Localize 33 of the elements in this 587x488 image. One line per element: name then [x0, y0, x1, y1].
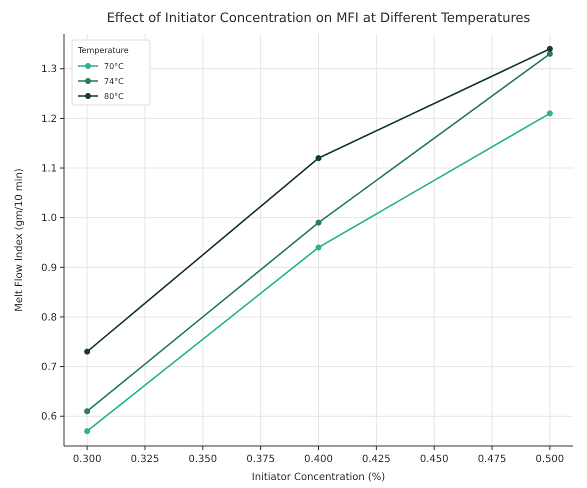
x-tick-label: 0.350: [188, 454, 218, 465]
point: [84, 348, 90, 355]
legend-label: 70°C: [104, 62, 124, 71]
y-tick-label: 0.8: [41, 312, 57, 324]
point: [316, 220, 322, 226]
point: [546, 110, 553, 116]
y-axis-title: Melt Flow Index (gm/10 min): [14, 168, 25, 312]
y-tick-label: 0.9: [41, 262, 57, 274]
legend-label: 80°C: [104, 92, 124, 101]
y-tick-label: 1.2: [41, 114, 57, 125]
legend-title: Temperature: [77, 46, 129, 55]
x-tick-label: 0.400: [304, 454, 333, 465]
point: [316, 155, 322, 162]
x-tick-label: 0.300: [72, 454, 102, 465]
point: [84, 428, 90, 434]
x-tick-label: 0.475: [478, 454, 506, 465]
x-tick-label: 0.450: [420, 454, 448, 465]
y-tick-label: 1.0: [41, 213, 57, 224]
y-tick-label: 1.3: [41, 64, 57, 76]
point: [316, 244, 322, 250]
x-tick-label: 0.500: [536, 454, 564, 465]
x-tick-label: 0.375: [246, 454, 275, 465]
point: [546, 50, 553, 57]
point: [546, 46, 553, 52]
x-tick-label: 0.425: [362, 454, 391, 465]
chart-title: Effect of Initiator Concentration on MFI at Different Temperatures: [106, 11, 531, 26]
y-tick-label: 0.6: [41, 412, 57, 423]
y-tick-label: 1.1: [41, 164, 57, 175]
point: [84, 408, 90, 414]
y-tick-label: 0.7: [41, 362, 57, 374]
x-axis-title: Initiator Concentration (%): [252, 472, 386, 483]
x-tick-label: 0.325: [130, 454, 160, 465]
legend-label: 74°C: [104, 77, 124, 86]
